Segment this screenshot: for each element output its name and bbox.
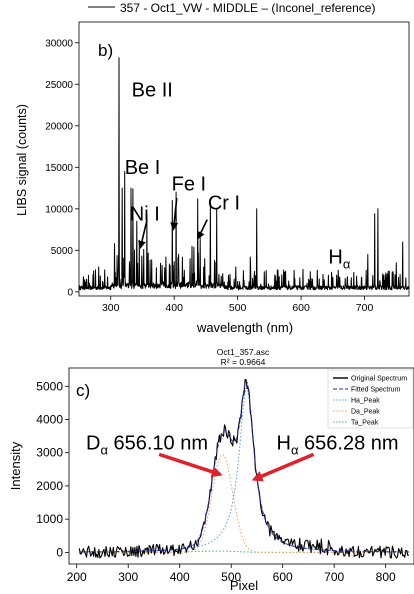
plot-b-frame xyxy=(78,21,410,297)
ytick-label-c: 2000 xyxy=(36,479,63,493)
xtick-label-b: 500 xyxy=(229,302,247,314)
annotation-arrow-b xyxy=(170,197,179,231)
annotation-arrow-b xyxy=(197,219,208,240)
fitted-spectrum-line xyxy=(79,380,409,553)
title-c: Oct1_357.asc xyxy=(217,347,270,357)
annotation-arrow-c xyxy=(251,452,315,482)
xtick-label-b: 600 xyxy=(292,302,310,314)
ytick-label-c: 0 xyxy=(56,545,63,559)
annotation-arrow-b xyxy=(138,220,148,249)
subtitle-c: R² = 0.9664 xyxy=(221,357,266,367)
xtick-label-c: 300 xyxy=(118,570,138,584)
ylabel-c: Intensity xyxy=(8,441,23,490)
xtick-label-c: 800 xyxy=(376,570,396,584)
panel-c: Oct1_357.asc R² = 0.9664 c) 0 1000 2000 300… xyxy=(8,347,414,593)
ytick-label-c: 1000 xyxy=(36,512,63,526)
xtick-label-c: 400 xyxy=(170,570,190,584)
original-spectrum-line xyxy=(78,379,410,559)
peak-annotation-b: Ni I xyxy=(130,203,160,225)
ytick-label-b: 10000 xyxy=(45,204,73,215)
annotation-arrow-c xyxy=(158,452,223,478)
peak-annotation-b: Be I xyxy=(125,157,161,179)
ytick-label-b: 5000 xyxy=(51,246,74,257)
ytick-label-c: 5000 xyxy=(36,379,63,393)
panel-label-b: b) xyxy=(98,41,113,60)
xtick-label-c: 600 xyxy=(273,570,293,584)
peak-annotation-b: Hα xyxy=(328,247,350,272)
xlabel-b: wavelength (nm) xyxy=(196,320,293,335)
panel-label-c: c) xyxy=(76,381,90,400)
legend-c-box xyxy=(327,369,414,429)
legend-c-label: Ha_Peak xyxy=(351,398,380,405)
line-annotation-c: Dα 656.10 nm xyxy=(86,432,208,457)
legend-b-text: 357 - Oct1_VW - MIDDLE – (Inconel_refere… xyxy=(120,1,375,15)
ytick-label-b: 30000 xyxy=(45,38,73,49)
legend-c: Original Spectrum Fitted Spectrum Ha_Peak D… xyxy=(327,369,414,429)
ytick-label-b: 20000 xyxy=(45,121,73,132)
xtick-label-c: 200 xyxy=(67,570,87,584)
ta-peak-line xyxy=(79,550,409,553)
legend-c-label: Fitted Spectrum xyxy=(351,387,401,394)
xtick-label-c: 700 xyxy=(324,570,344,584)
xlabel-c: Pixel xyxy=(230,578,258,593)
peak-annotation-b: Be II xyxy=(132,80,173,102)
xtick-label-b: 400 xyxy=(165,302,183,314)
line-annotation-c: Hα 656.28 nm xyxy=(277,432,399,457)
xtick-label-b: 700 xyxy=(356,302,374,314)
ytick-label-c: 3000 xyxy=(36,446,63,460)
ylabel-b: LIBS signal (counts) xyxy=(15,104,29,216)
plot-c-frame xyxy=(68,367,414,565)
ytick-label-b: 25000 xyxy=(45,80,73,91)
libs-spectrum-line xyxy=(78,57,410,291)
ytick-label-c: 4000 xyxy=(36,412,63,426)
xtick-label-c: 500 xyxy=(221,570,241,584)
da-peak-line xyxy=(79,453,409,553)
ytick-label-b: 15000 xyxy=(45,163,73,174)
legend-c-label: Ta_Peak xyxy=(351,420,379,427)
panel-b: 357 - Oct1_VW - MIDDLE – (Inconel_refere… xyxy=(15,1,410,335)
legend-c-label: Da_Peak xyxy=(351,409,380,416)
ytick-label-b: 0 xyxy=(67,287,73,298)
xtick-label-b: 300 xyxy=(102,302,120,314)
peak-annotation-b: Fe I xyxy=(172,174,206,196)
legend-c-label: Original Spectrum xyxy=(351,376,407,383)
peak-annotation-b: Cr I xyxy=(208,193,240,215)
